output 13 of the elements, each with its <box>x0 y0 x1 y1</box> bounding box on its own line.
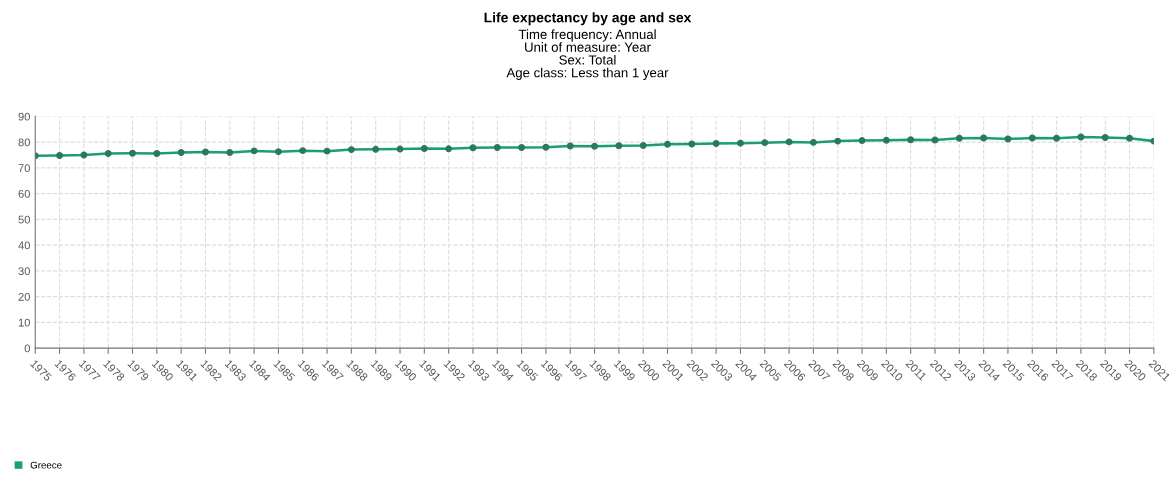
y-tick-label: 60 <box>18 189 30 198</box>
y-tick-label: 30 <box>18 267 30 276</box>
y-tick-label: 0 <box>24 344 30 353</box>
legend-label: Greece <box>30 461 62 469</box>
chart-subtitle: Time frequency: Annual Unit of measure: Year Sex: Total Age class: Less than 1 year <box>506 29 669 80</box>
y-tick-label: 90 <box>18 112 30 121</box>
y-tick-label: 20 <box>18 292 30 301</box>
chart-title: Life expectancy by age and sex <box>484 12 692 26</box>
y-tick-label: 80 <box>18 138 30 147</box>
y-tick-label: 70 <box>18 164 30 173</box>
y-tick-label: 50 <box>18 215 30 224</box>
y-tick-label: 10 <box>18 318 30 327</box>
y-tick-label: 40 <box>18 241 30 250</box>
